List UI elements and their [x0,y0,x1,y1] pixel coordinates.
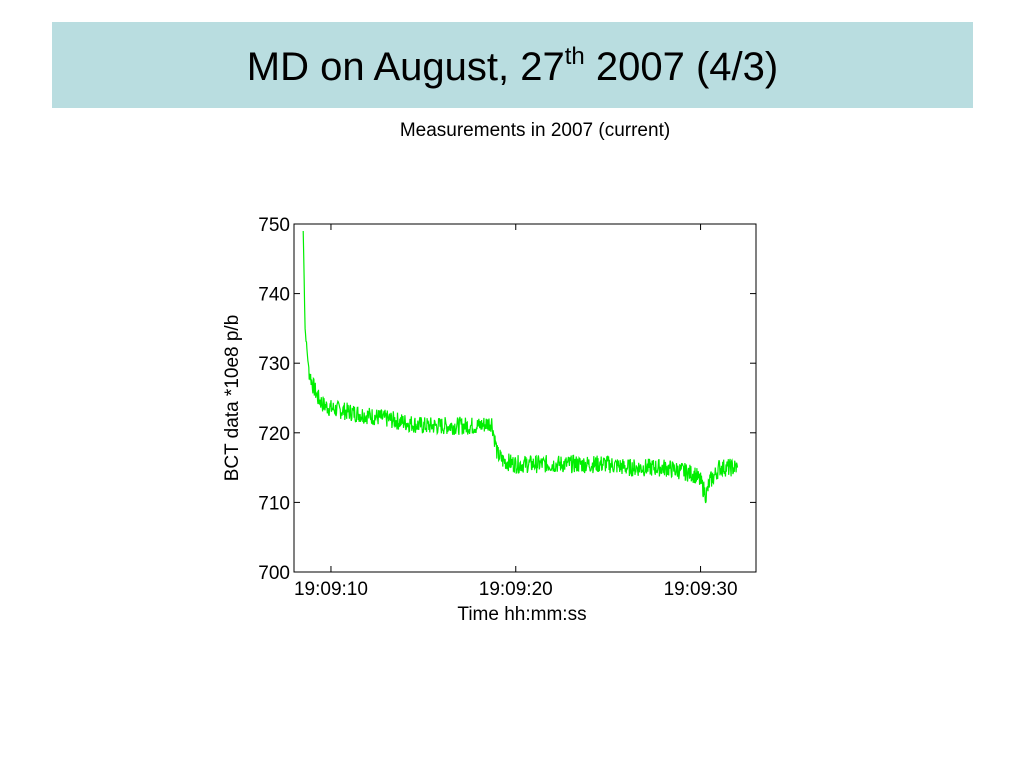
title-bar: MD on August, 27th 2007 (4/3) [52,22,973,108]
slide-subtitle: Measurements in 2007 (current) [399,120,671,141]
title-end: 2007 (4/3) [584,45,779,89]
x-axis-label: Time hh:mm:ss [457,604,586,625]
title-main: MD on August, 27 [246,45,565,89]
y-tick-label: 710 [258,493,290,514]
slide-title: MD on August, 27th 2007 (4/3) [52,22,973,108]
x-tick-label: 19:09:10 [294,579,368,600]
plot-frame [293,223,757,573]
y-tick-label: 720 [258,424,290,445]
y-tick-label: 740 [258,285,290,306]
series-line-bct [302,230,739,504]
y-tick-label: 730 [258,354,290,375]
x-tick-label: 19:09:20 [479,579,553,600]
y-axis-label: BCT data *10e8 p/b [222,315,243,482]
title-superscript: th [564,42,585,70]
x-tick-label: 19:09:30 [664,579,738,600]
bct-chart: 700 710 720 730 740 750 19:09:10 19:09:20 19:09… [222,215,757,625]
y-tick-label: 750 [258,215,290,236]
y-tick-label: 700 [258,563,290,584]
